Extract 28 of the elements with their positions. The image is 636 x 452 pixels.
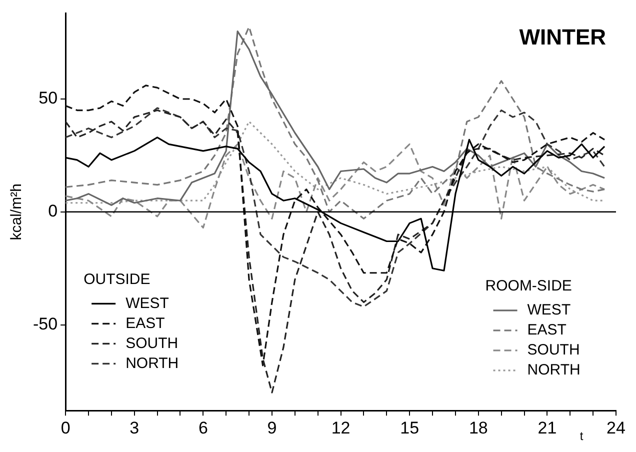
legend-label: WEST — [527, 302, 571, 319]
legend-label: SOUTH — [126, 334, 178, 352]
x-tick-label: 21 — [538, 418, 557, 438]
annotation: ROOM-SIDE — [485, 278, 572, 295]
y-tick-label: -50 — [32, 314, 58, 334]
text: WINTER — [519, 24, 606, 50]
line-series — [66, 109, 606, 394]
legend-label: NORTH — [126, 354, 179, 372]
x-tick-label: 18 — [468, 418, 488, 438]
y-tick-label: 50 — [38, 88, 58, 108]
legend-label: EAST — [527, 322, 566, 339]
x-tick-label: 12 — [331, 418, 350, 438]
x-tick-label: 6 — [198, 418, 208, 438]
x-axis-title: t — [580, 428, 584, 443]
x-tick-label: 3 — [130, 418, 140, 438]
x-tick-label: 24 — [606, 418, 626, 438]
y-axis-title: kcal/m²h — [8, 184, 26, 240]
x-tick-label: 9 — [267, 418, 277, 438]
x-tick-label: 0 — [60, 418, 70, 438]
y-tick-label: 0 — [48, 202, 58, 221]
legend-label: EAST — [126, 314, 165, 332]
legend-label: NORTH — [527, 362, 580, 379]
legend-label: WEST — [126, 294, 169, 312]
x-tick-label: 15 — [400, 418, 420, 438]
legend-label: SOUTH — [527, 342, 580, 359]
line-series — [66, 120, 606, 204]
line-series — [66, 143, 606, 229]
annotation: OUTSIDE — [84, 270, 150, 288]
